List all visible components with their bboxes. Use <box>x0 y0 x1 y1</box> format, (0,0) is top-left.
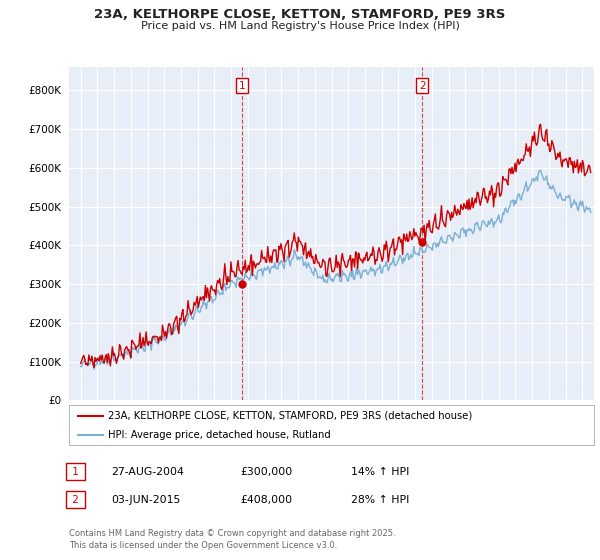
Text: 23A, KELTHORPE CLOSE, KETTON, STAMFORD, PE9 3RS: 23A, KELTHORPE CLOSE, KETTON, STAMFORD, … <box>94 8 506 21</box>
Text: 28% ↑ HPI: 28% ↑ HPI <box>351 494 409 505</box>
Text: £408,000: £408,000 <box>240 494 292 505</box>
Text: 2: 2 <box>69 494 82 505</box>
Text: Price paid vs. HM Land Registry's House Price Index (HPI): Price paid vs. HM Land Registry's House … <box>140 21 460 31</box>
Text: 27-AUG-2004: 27-AUG-2004 <box>111 466 184 477</box>
Text: 23A, KELTHORPE CLOSE, KETTON, STAMFORD, PE9 3RS (detached house): 23A, KELTHORPE CLOSE, KETTON, STAMFORD, … <box>109 411 473 421</box>
Text: 03-JUN-2015: 03-JUN-2015 <box>111 494 181 505</box>
Text: 14% ↑ HPI: 14% ↑ HPI <box>351 466 409 477</box>
Text: £300,000: £300,000 <box>240 466 292 477</box>
Text: 1: 1 <box>69 466 82 477</box>
Text: 1: 1 <box>239 81 245 91</box>
Text: Contains HM Land Registry data © Crown copyright and database right 2025.
This d: Contains HM Land Registry data © Crown c… <box>69 529 395 550</box>
Text: HPI: Average price, detached house, Rutland: HPI: Average price, detached house, Rutl… <box>109 430 331 440</box>
Text: 2: 2 <box>419 81 425 91</box>
